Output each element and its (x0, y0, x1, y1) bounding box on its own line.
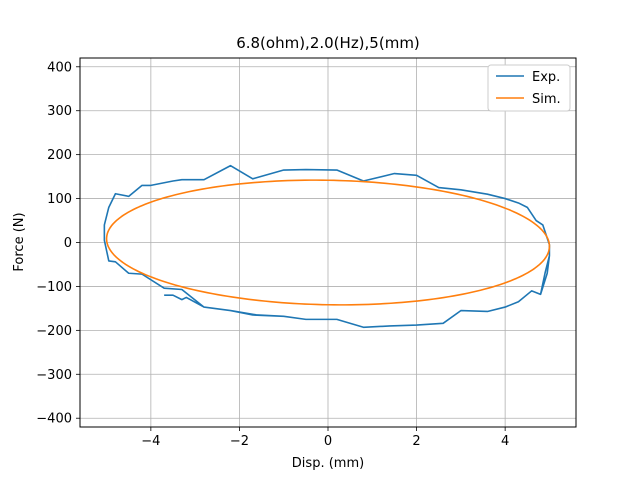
x-tick-label: 4 (501, 434, 509, 449)
y-tick-label: 200 (47, 148, 72, 163)
ticks: −4 −2 0 2 4 −400 −300 −200 −100 0 100 200 300 400 (36, 60, 509, 449)
x-tick-label: −4 (141, 434, 160, 449)
y-tick-label: −300 (36, 368, 72, 383)
x-tick-label: −2 (230, 434, 249, 449)
y-tick-label: −100 (36, 280, 72, 295)
y-axis-label: Force (N) (12, 212, 27, 271)
x-axis-label: Disp. (mm) (292, 456, 364, 471)
legend: Exp. Sim. (487, 64, 571, 112)
y-tick-label: −400 (36, 412, 72, 427)
y-tick-label: 100 (47, 192, 72, 207)
series-layer (103, 164, 551, 329)
x-tick-label: 2 (412, 434, 420, 449)
y-tick-label: 0 (64, 236, 72, 251)
legend-label-sim: Sim. (532, 92, 561, 107)
y-tick-label: 400 (47, 60, 72, 75)
chart-title: 6.8(ohm),2.0(Hz),5(mm) (236, 34, 420, 52)
series-line-exp (103, 164, 551, 329)
y-tick-label: −200 (36, 324, 72, 339)
x-tick-label: 0 (324, 434, 332, 449)
series-line-sim (105, 179, 551, 306)
y-tick-label: 300 (47, 104, 72, 119)
legend-label-exp: Exp. (532, 70, 560, 85)
